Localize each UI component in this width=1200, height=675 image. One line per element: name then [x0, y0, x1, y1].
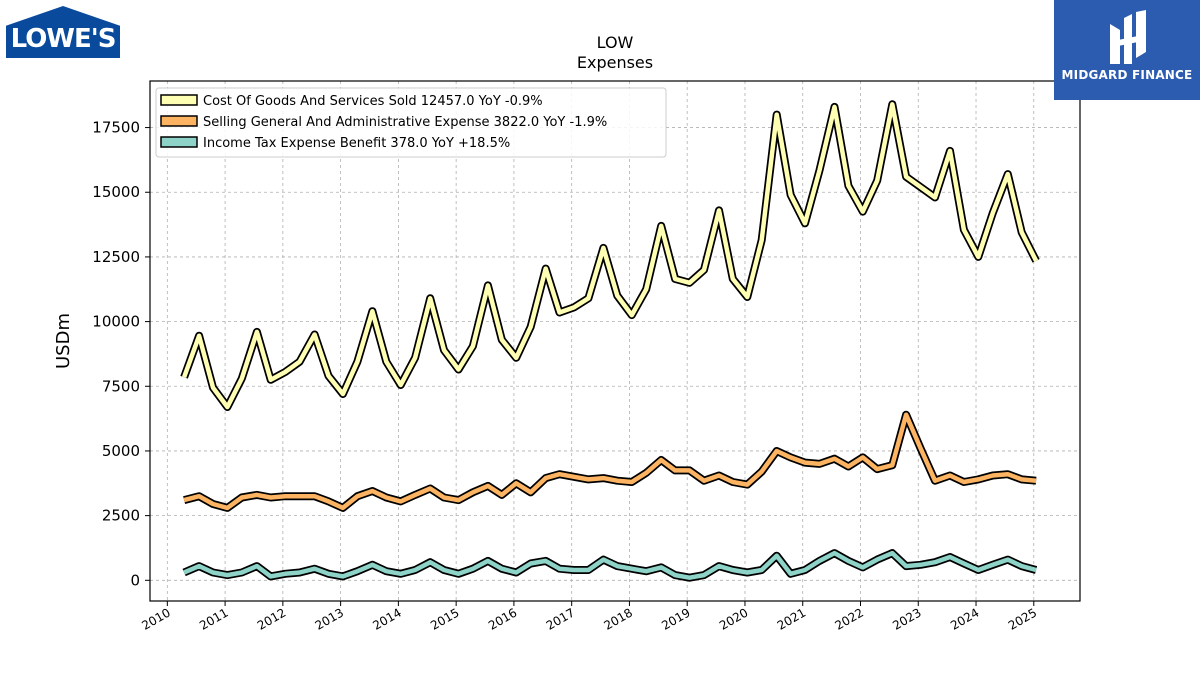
x-tick-label: 2018	[601, 605, 634, 632]
legend-swatch	[160, 115, 198, 127]
legend-swatch	[160, 94, 198, 106]
y-tick-label: 12500	[92, 248, 140, 266]
series-line	[183, 412, 1037, 511]
y-tick-label: 7500	[102, 377, 140, 395]
y-axis-label: USDm	[53, 313, 74, 369]
x-tick-label: 2024	[948, 605, 981, 632]
x-tick-label: 2016	[486, 605, 519, 632]
y-tick-label: 2500	[102, 507, 140, 525]
y-tick-label: 15000	[92, 183, 140, 201]
grid	[150, 81, 1080, 601]
y-axis: 0 2500 5000 7500 10000 12500 15000 17500	[92, 119, 150, 589]
series-line	[181, 102, 1039, 410]
x-tick-label: 2019	[659, 605, 692, 632]
x-tick-label: 2017	[544, 605, 577, 632]
chart-subtitle: Expenses	[577, 53, 653, 72]
x-tick-label: 2010	[139, 605, 172, 632]
chart-title: LOW	[597, 33, 634, 52]
midgard-mark-icon	[1110, 10, 1146, 64]
x-axis: 2010 2011 2012 2013 2014 2015 2016 2017 2018 2019…	[139, 601, 1039, 633]
x-tick-label: 2011	[197, 605, 230, 632]
x-tick-label: 2022	[833, 605, 866, 632]
midgard-finance-logo: MIDGARD FINANCE	[1054, 0, 1200, 100]
x-tick-label: 2012	[255, 605, 288, 632]
legend-label: Cost Of Goods And Services Sold 12457.0 …	[203, 94, 543, 109]
x-tick-label: 2025	[1006, 605, 1039, 632]
x-tick-label: 2015	[428, 605, 461, 632]
series-line	[183, 550, 1037, 580]
series-line-outline	[183, 410, 1037, 512]
x-tick-label: 2021	[775, 605, 808, 632]
legend-swatch	[160, 136, 198, 148]
x-tick-label: 2014	[370, 605, 403, 632]
y-tick-label: 0	[130, 571, 140, 589]
series-layer	[180, 100, 1040, 582]
y-tick-label: 17500	[92, 119, 140, 137]
x-tick-label: 2013	[313, 605, 346, 632]
y-tick-label: 5000	[102, 442, 140, 460]
y-tick-label: 10000	[92, 313, 140, 331]
legend-label: Income Tax Expense Benefit 378.0 YoY +18…	[203, 136, 510, 151]
plot-frame	[149, 80, 1081, 602]
lowes-logo-text: LOWE'S	[10, 24, 117, 54]
midgard-logo-text: MIDGARD FINANCE	[1061, 68, 1193, 82]
legend: Cost Of Goods And Services Sold 12457.0 …	[155, 87, 667, 158]
x-tick-label: 2023	[890, 605, 923, 632]
x-tick-label: 2020	[717, 605, 750, 632]
legend-label: Selling General And Administrative Expen…	[203, 115, 607, 130]
legend-box	[155, 87, 667, 158]
